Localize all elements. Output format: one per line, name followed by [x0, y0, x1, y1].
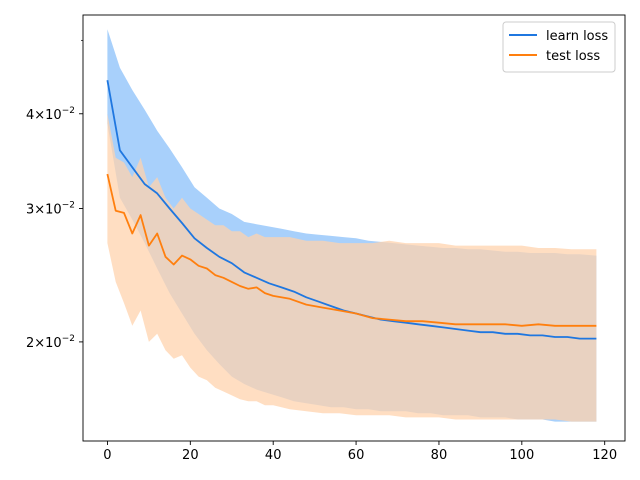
- x-tick-label: 100: [509, 448, 534, 463]
- band-test-loss: [107, 113, 597, 422]
- axes: 0 20 40 60 80 100 120 2×10−2 3×10−2 4×10−2: [26, 14, 626, 463]
- x-tick-label: 40: [265, 448, 282, 463]
- y-tick-label: 3×10−2: [26, 200, 75, 217]
- legend: learn loss test loss: [502, 21, 616, 73]
- confidence-bands: [107, 29, 597, 422]
- y-tick-label: 2×10−2: [26, 334, 75, 351]
- legend-label: test loss: [546, 49, 600, 64]
- x-tick-label: 120: [592, 448, 617, 463]
- y-tick-label: 4×10−2: [26, 106, 75, 123]
- x-tick-label: 0: [103, 448, 111, 463]
- line-test-loss: [106, 173, 597, 327]
- x-tick-label: 80: [431, 448, 448, 463]
- plot-frame: [82, 14, 626, 442]
- legend-label: learn loss: [546, 29, 608, 44]
- series-lines: [106, 80, 597, 340]
- x-tick-label: 20: [182, 448, 199, 463]
- x-tick-label: 60: [348, 448, 365, 463]
